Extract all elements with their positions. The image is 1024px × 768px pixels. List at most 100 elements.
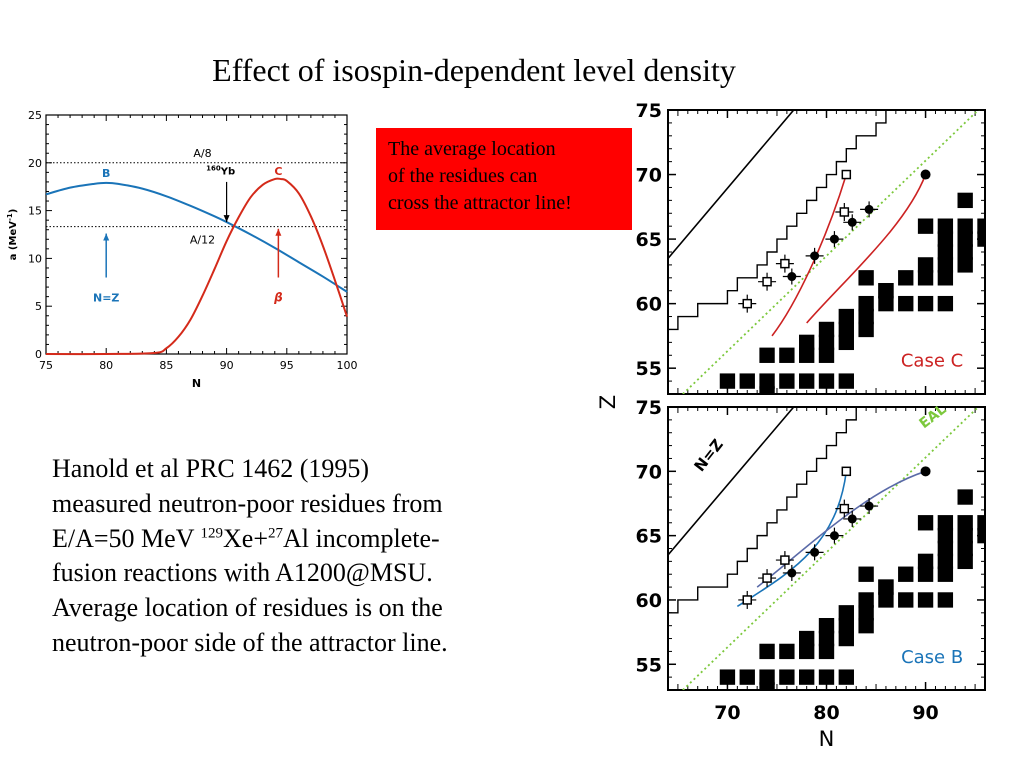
stable-nucleus [838, 334, 854, 351]
filled-endpoint [920, 169, 931, 180]
stable-nucleus [779, 669, 795, 685]
stable-nucleus [759, 373, 775, 389]
series-label-b: B [102, 167, 110, 180]
stable-nucleus [759, 669, 775, 685]
stable-nucleus [779, 643, 795, 660]
stable-nucleus [917, 270, 934, 286]
panel-case-b: 55 60 65 70 75 70 80 90 Case B N=Z EAL N [636, 397, 986, 751]
stable-nucleus [937, 295, 954, 312]
stable-nucleus [838, 618, 854, 634]
open-data-point [780, 555, 790, 565]
stable-nucleus [937, 270, 954, 286]
stable-nucleus [917, 218, 934, 234]
y-tick-label: 0 [35, 348, 42, 361]
stable-nucleus [739, 669, 755, 685]
y-tick-label: 60 [636, 590, 662, 612]
stable-nucleus [818, 669, 835, 685]
slide-title: Effect of isospin-dependent level densit… [212, 52, 736, 88]
reference-line-label: A/12 [190, 234, 215, 247]
filled-data-point [829, 234, 839, 244]
stable-nucleus [838, 373, 854, 389]
stable-nucleus [818, 643, 835, 660]
y-tick-label: 70 [636, 461, 662, 483]
filled-data-point [810, 251, 820, 261]
x-tick-label: 90 [912, 702, 938, 724]
stable-nucleus [858, 321, 874, 338]
stable-nucleus [917, 295, 934, 312]
open-data-point [839, 503, 850, 514]
stable-nucleus [759, 347, 775, 363]
stable-nucleus [898, 270, 914, 286]
stable-nucleus [937, 553, 954, 570]
stable-nucleus [917, 257, 934, 273]
stable-nucleus [799, 669, 815, 685]
stable-nucleus [937, 244, 954, 260]
x-tick-label: 70 [714, 702, 740, 724]
x-tick-label: 85 [159, 359, 173, 372]
trajectory-curve [736, 471, 848, 608]
plot-area [668, 407, 985, 690]
open-endpoint [841, 466, 852, 477]
filled-data-point [847, 217, 857, 227]
stable-nucleus [818, 373, 835, 389]
stable-nucleus [937, 540, 954, 557]
stable-nucleus [957, 218, 973, 234]
nz-label: N=Z [93, 291, 119, 304]
callout-box: The average location of the residues can… [376, 128, 632, 230]
stable-nucleus [799, 347, 815, 363]
open-data-point [742, 595, 752, 605]
y-tick-label: 15 [28, 205, 42, 218]
paragraph-line: Hanold et al PRC 1462 (1995) [52, 454, 370, 483]
open-data-point [839, 207, 850, 217]
stable-nucleus [937, 231, 954, 247]
y-tick-label: 55 [636, 654, 662, 676]
yb-arrow-head [223, 215, 230, 223]
stable-nucleus [818, 630, 835, 647]
stable-nucleus [759, 643, 775, 660]
stable-nucleus [957, 515, 973, 531]
y-tick-label: 65 [636, 526, 662, 548]
eal-label: EAL [917, 401, 950, 432]
beta-arrow-head [275, 228, 282, 236]
x-tick-label: 95 [280, 359, 294, 372]
trajectory-curve [756, 470, 926, 588]
x-tick-label: 90 [220, 359, 234, 372]
x-axis-label: N [192, 377, 201, 390]
stable-nucleus [799, 630, 815, 647]
stable-nucleus [977, 218, 985, 234]
y-tick-label: 65 [636, 229, 662, 251]
paragraph-line: fusion reactions with A1200@MSU. [52, 558, 433, 588]
stable-nucleus [937, 592, 954, 608]
x-axis-label: N [819, 727, 835, 751]
stable-nucleus [719, 669, 736, 685]
stable-nucleus [917, 515, 934, 531]
stable-nucleus [937, 218, 954, 234]
stable-nucleus [977, 231, 985, 247]
stable-nucleus [858, 270, 874, 286]
paragraph-line: E/A=50 MeV 129Xe+27Al incomplete- [52, 522, 592, 557]
open-data-point [762, 276, 772, 287]
stable-nucleus [759, 682, 775, 690]
stable-nucleus [957, 257, 973, 273]
stable-nucleus [878, 579, 894, 595]
stable-nucleus [898, 566, 914, 582]
text-span: Al incomplete- [283, 523, 440, 553]
stable-nucleus [818, 618, 835, 634]
y-tick-label: 60 [636, 294, 662, 316]
stable-nucleus [917, 566, 934, 582]
stable-nucleus [977, 527, 985, 544]
residue-chart: 55 60 65 70 75 Case C 55 60 65 70 75 70 80 90 Case B N=… [596, 100, 986, 751]
stable-nucleus [937, 257, 954, 273]
y-axis-label: Z [596, 395, 620, 409]
open-data-point [780, 258, 790, 269]
stable-nucleus [739, 373, 755, 389]
stable-nucleus [898, 295, 914, 312]
stable-nucleus [838, 630, 854, 647]
stable-nucleus [917, 592, 934, 608]
filled-data-point [864, 501, 874, 511]
y-axis-label: a (MeV-1) [6, 209, 19, 261]
stable-nucleus [898, 592, 914, 608]
series-line-c [45, 177, 348, 356]
y-tick-label: 20 [28, 157, 42, 170]
series-label-c: C [274, 165, 282, 178]
